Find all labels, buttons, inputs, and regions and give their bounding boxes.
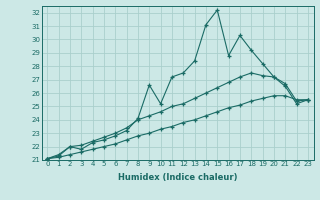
- X-axis label: Humidex (Indice chaleur): Humidex (Indice chaleur): [118, 173, 237, 182]
